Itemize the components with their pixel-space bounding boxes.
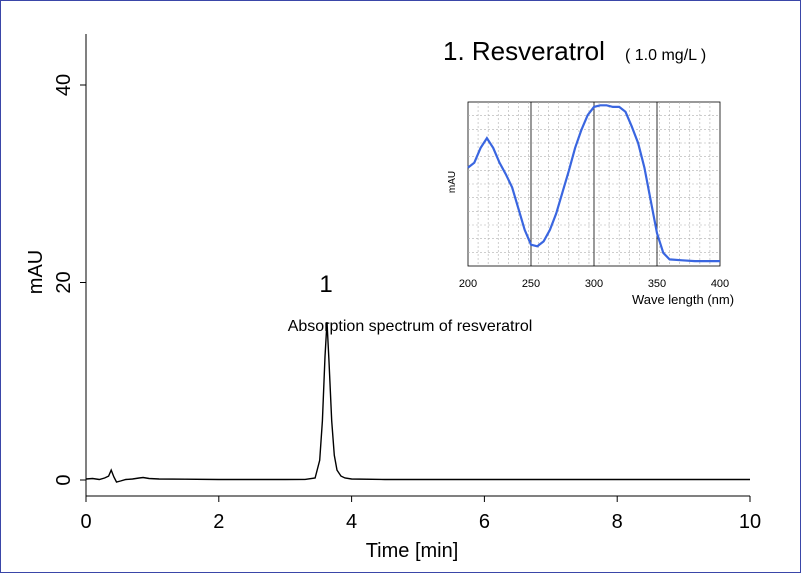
main-x-tick-label: 0: [80, 511, 91, 533]
inset-x-tick-label: 250: [522, 278, 540, 290]
inset-series-line: [467, 104, 720, 263]
inset-x-tick-label: 300: [585, 278, 603, 290]
main-y-tick-label: 0: [53, 474, 75, 485]
chart-title-group: 1. Resveratrol ( 1.0 mg/L ): [443, 36, 706, 66]
inset-major-gridlines: [530, 102, 658, 266]
main-x-tick-label: 4: [346, 511, 357, 533]
spectrum-annotation: Absorption spectrum of resveratrol: [288, 318, 533, 335]
main-y-tick-label: 20: [53, 271, 75, 293]
inset-x-axis-label: Wave length (nm): [632, 292, 734, 307]
main-x-tick-label: 8: [612, 511, 623, 533]
peak-label: 1: [319, 271, 332, 298]
main-x-axis-label: Time [min]: [366, 540, 459, 562]
chart-title: 1. Resveratrol: [443, 36, 605, 66]
inset-x-ticks: 200 250 300 350 400: [459, 278, 729, 290]
main-x-tick-label: 2: [213, 511, 224, 533]
main-series-line: [85, 321, 750, 483]
main-axes: [85, 34, 750, 497]
main-y-ticks: 0 20 40: [53, 74, 86, 486]
main-y-axis-label: mAU: [25, 250, 47, 294]
inset-x-tick-label: 400: [711, 278, 729, 290]
main-x-ticks: 0 2 4 6 8 10: [80, 496, 761, 533]
inset-x-tick-label: 200: [459, 278, 477, 290]
main-y-tick-label: 40: [53, 74, 75, 96]
inset-y-axis-label: mAU: [447, 171, 458, 193]
inset-x-tick-label: 350: [648, 278, 666, 290]
chart-title-note: ( 1.0 mg/L ): [625, 47, 706, 64]
main-x-tick-label: 10: [739, 511, 761, 533]
main-x-tick-label: 6: [479, 511, 490, 533]
inset-spectrum: 200 250 300 350 400 mAU Wave length (nm): [447, 101, 734, 307]
